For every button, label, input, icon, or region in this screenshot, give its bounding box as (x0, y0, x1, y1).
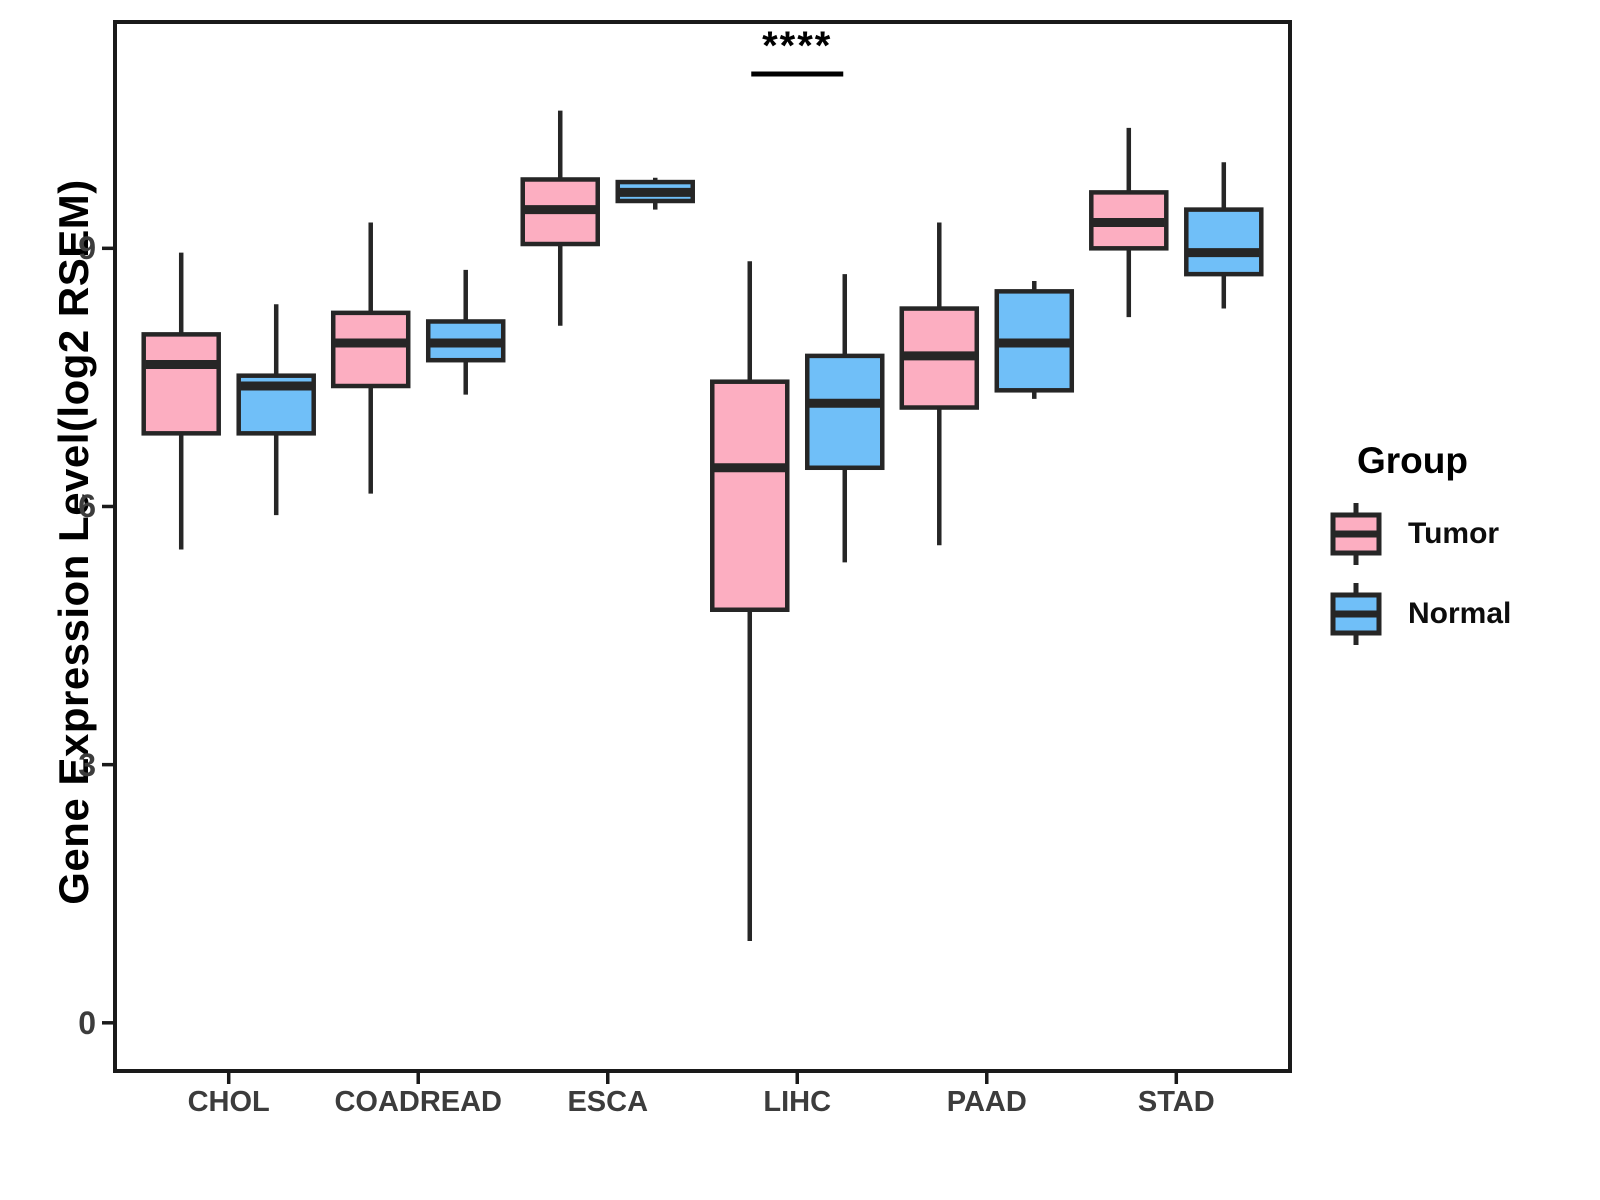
x-tick-label-lihc: LIHC (763, 1086, 832, 1118)
legend-title: Group (1357, 440, 1468, 481)
box-tumor-coadread (330, 222, 411, 494)
box-normal-esca (615, 177, 695, 210)
box-normal-stad (1184, 162, 1264, 309)
box-normal-paad (994, 281, 1075, 399)
panel-border (113, 20, 1292, 1073)
x-tick-label-chol: CHOL (187, 1086, 270, 1118)
legend: Group Tumor Normal (1330, 440, 1511, 660)
box-tumor-lihc (710, 261, 790, 942)
box-normal-coadread (425, 269, 506, 395)
y-tick-label-6: 6 (78, 488, 96, 525)
x-tick-label-coadread: COADREAD (334, 1086, 502, 1118)
y-tick-label-0: 0 (78, 1004, 96, 1041)
box-tumor-esca (520, 110, 600, 326)
y-tick-label-9: 9 (78, 230, 96, 267)
x-tick-label-esca: ESCA (567, 1086, 649, 1118)
legend-label-tumor: Tumor (1408, 517, 1500, 550)
tumor-boxplot-key-icon (1330, 503, 1382, 565)
normal-boxplot-key-icon (1330, 583, 1382, 645)
legend-label-normal: Normal (1408, 597, 1512, 630)
box-normal-lihc (805, 274, 885, 563)
legend-item-tumor: Tumor (1330, 500, 1511, 568)
box-normal-chol (236, 304, 316, 516)
y-axis-title: Gene Expression Level(log2 RSEM) (50, 179, 97, 905)
x-tick-label-stad: STAD (1137, 1086, 1215, 1118)
x-tick-label-paad: PAAD (946, 1086, 1027, 1118)
significance-stars: **** (762, 24, 833, 68)
y-tick-label-3: 3 (78, 746, 96, 783)
box-tumor-paad (899, 222, 980, 546)
legend-item-normal: Normal (1330, 580, 1511, 648)
box-tumor-stad (1089, 127, 1169, 318)
box-tumor-chol (141, 252, 221, 550)
